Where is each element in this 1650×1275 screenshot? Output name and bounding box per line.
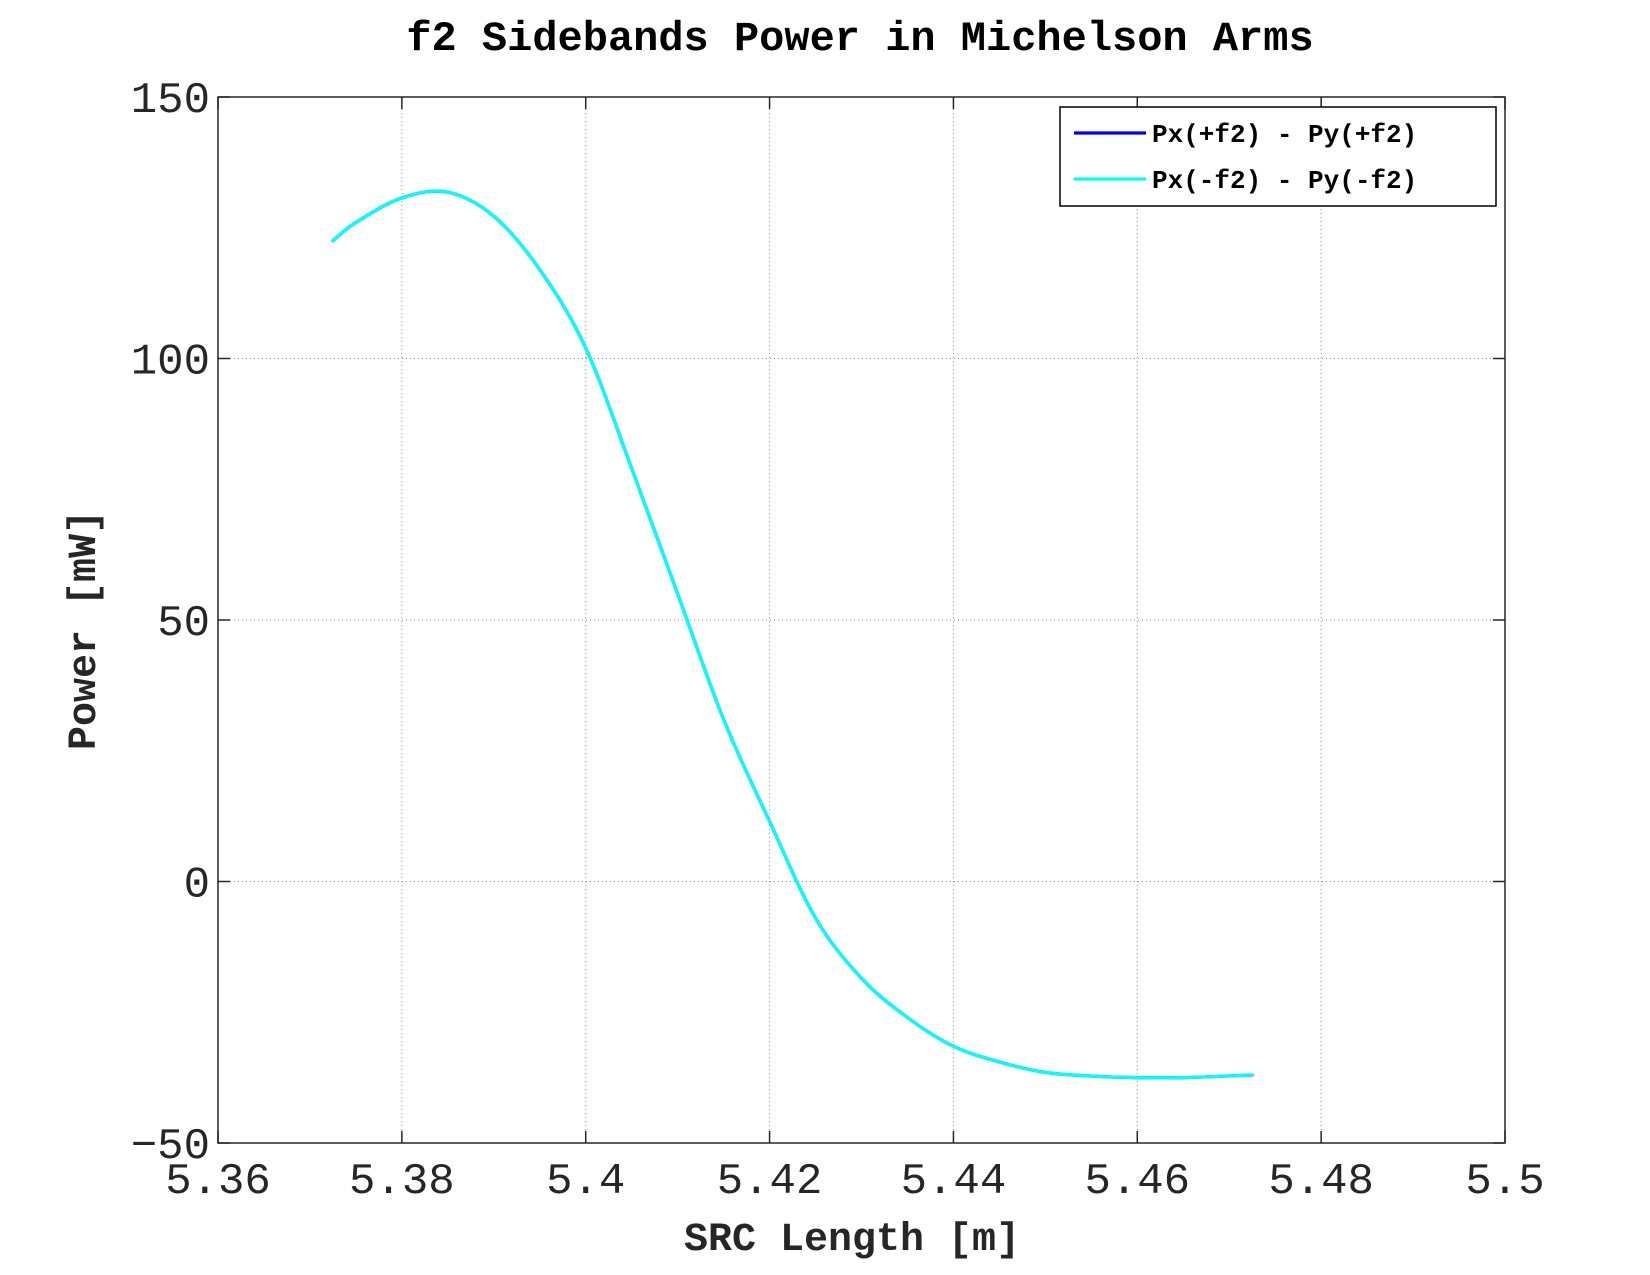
y-axis-label: Power [mW] xyxy=(63,510,108,750)
x-tick-label: 5.36 xyxy=(165,1157,271,1207)
x-tick-label: 5.38 xyxy=(349,1157,455,1207)
chart-title: f2 Sidebands Power in Michelson Arms xyxy=(406,15,1313,63)
legend-label: Px(+f2) - Py(+f2) xyxy=(1152,120,1417,150)
series-line-2 xyxy=(331,189,1254,1080)
plot-area xyxy=(217,96,1506,1144)
legend-box xyxy=(1059,106,1497,207)
y-tick-label: 150 xyxy=(131,76,210,126)
legend-label: Px(-f2) - Py(-f2) xyxy=(1152,166,1417,196)
x-tick-label: 5.44 xyxy=(901,1157,1007,1207)
y-tick-label: 50 xyxy=(157,599,210,649)
x-tick-label: 5.46 xyxy=(1084,1157,1190,1207)
x-tick-label: 5.42 xyxy=(717,1157,823,1207)
y-tick-label: 0 xyxy=(184,861,210,911)
y-tick-label: −50 xyxy=(131,1122,210,1172)
series-line-1 xyxy=(331,189,1254,1080)
grid xyxy=(218,97,1505,1143)
series-lines xyxy=(331,189,1254,1080)
x-axis-label: SRC Length [m] xyxy=(684,1218,1020,1263)
x-tick-label: 5.5 xyxy=(1465,1157,1544,1207)
y-tick-label: 100 xyxy=(131,338,210,388)
x-tick-label: 5.48 xyxy=(1268,1157,1374,1207)
axis-ticks: 5.36 5.38 5.4 5.42 5.44 5.46 5.48 5.5 −50 0 50 100 1… xyxy=(131,76,1545,1207)
legend: Px(+f2) - Py(+f2) Px(-f2) - Py(-f2) xyxy=(1059,106,1497,207)
x-tick-label: 5.4 xyxy=(546,1157,625,1207)
